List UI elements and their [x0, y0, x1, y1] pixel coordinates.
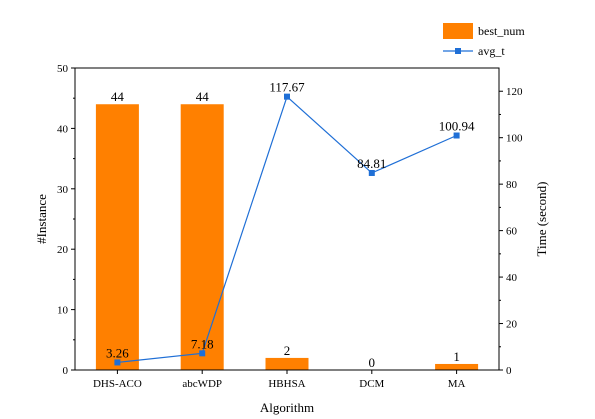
y-tick-label: 20: [57, 244, 69, 256]
bar-label-abcwdp: 44: [196, 89, 210, 104]
legend-swatch-best-num: [443, 23, 473, 39]
y-axis-left: 0 10 20 30 40 50: [57, 63, 75, 377]
y-tick-label: 0: [63, 365, 69, 377]
bar-ma: [435, 363, 479, 370]
line-label-abcwdp: 7.18: [191, 336, 214, 351]
x-tick-label-ma: MA: [448, 378, 466, 390]
legend: best_num avg_t: [443, 23, 525, 58]
line-avg-t: [117, 95, 457, 364]
bar-label-dcm: 0: [369, 355, 376, 370]
line-label-dcm: 84.81: [357, 156, 386, 171]
line-point-hbhsa: [284, 93, 290, 100]
line-series-group: [114, 93, 460, 366]
y-tick-label: 50: [57, 63, 69, 75]
bar-label-ma: 1: [453, 349, 460, 364]
y-tick-label: 10: [57, 305, 69, 317]
bar-abcwdp: [180, 104, 224, 371]
line-point-dhs-aco: [114, 359, 121, 366]
legend-label-avg-t: avg_t: [478, 44, 505, 58]
y-axis-title: #Instance: [34, 194, 49, 244]
x-tick-label-abcwdp: abcWDP: [182, 378, 222, 390]
line-labels-group: 3.26 7.18 117.67 84.81 100.94: [106, 80, 475, 361]
bar-dhs-aco: [95, 104, 139, 371]
bar-label-dhs-aco: 44: [111, 89, 125, 104]
x-axis: DHS-ACO abcWDP HBHSA DCM MA: [93, 370, 466, 390]
line-label-dhs-aco: 3.26: [106, 345, 129, 360]
bar-label-hbhsa: 2: [284, 343, 291, 358]
legend-label-best-num: best_num: [478, 24, 525, 38]
y-axis-right: 0 20 40 60 80 100 120: [499, 86, 523, 377]
bar-labels-group: 44 44 2 0 1: [111, 89, 460, 370]
x-axis-title: Algorithm: [260, 400, 314, 415]
y2-tick-label: 20: [506, 319, 518, 331]
y2-tick-label: 100: [506, 133, 523, 145]
line-label-ma: 100.94: [439, 119, 475, 134]
x-tick-label-dcm: DCM: [359, 378, 384, 390]
line-label-hbhsa: 117.67: [269, 80, 305, 95]
y-tick-label: 30: [57, 184, 69, 196]
line-point-dcm: [368, 169, 375, 176]
line-point-abcwdp: [199, 350, 206, 357]
y2-tick-label: 120: [506, 86, 523, 98]
y2-tick-label: 40: [506, 272, 518, 284]
y-tick-label: 40: [57, 123, 69, 135]
y2-tick-label: 0: [506, 365, 512, 377]
y2-tick-label: 80: [506, 179, 518, 191]
bar-hbhsa: [265, 357, 309, 370]
bars-group: [95, 104, 479, 371]
x-tick-label-hbhsa: HBHSA: [268, 378, 305, 390]
y2-axis-title: Time (second): [534, 182, 549, 257]
y2-tick-label: 60: [506, 226, 518, 238]
x-tick-label-dhs-aco: DHS-ACO: [93, 378, 142, 390]
legend-marker-avg-t: [455, 48, 461, 54]
line-point-ma: [453, 132, 460, 139]
